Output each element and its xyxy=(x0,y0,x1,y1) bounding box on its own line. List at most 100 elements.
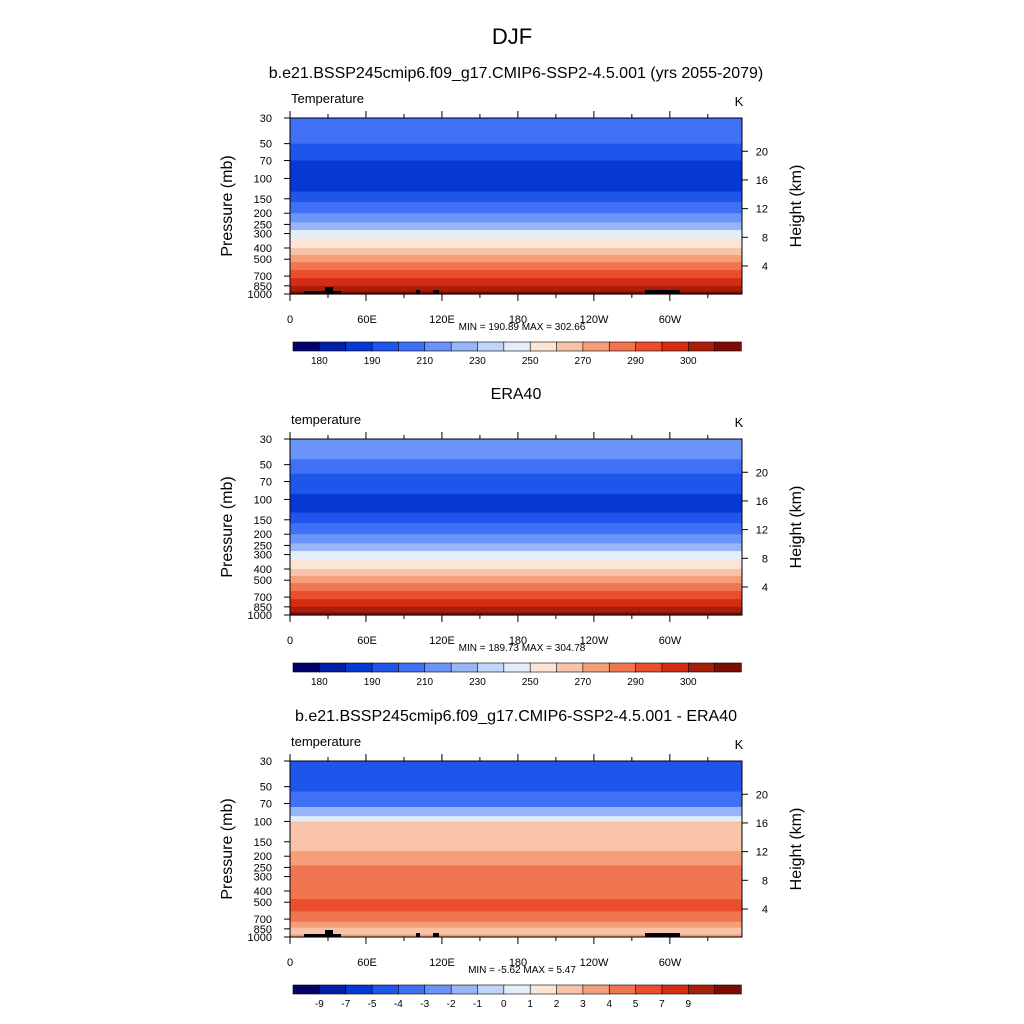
colorbar-swatch xyxy=(424,662,452,673)
pressure-tick-label: 850 xyxy=(254,924,272,936)
colorbar-label: 290 xyxy=(627,356,644,367)
field-label: temperature xyxy=(291,734,361,749)
colorbar-label: 0 xyxy=(501,999,507,1010)
contour-band xyxy=(290,202,742,214)
colorbar-swatch xyxy=(661,984,689,995)
colorbar-swatch xyxy=(714,341,742,352)
colorbar-label: 5 xyxy=(633,999,639,1010)
pressure-tick-label: 70 xyxy=(260,477,272,489)
plot-frame xyxy=(289,117,743,295)
topography xyxy=(416,933,420,937)
contour-band xyxy=(290,222,742,231)
pressure-tick-label: 70 xyxy=(260,156,272,168)
lon-tick-label: 0 xyxy=(287,635,293,647)
height-tick-label: 4 xyxy=(762,261,768,273)
height-tick-label: 16 xyxy=(756,496,768,508)
colorbar-swatch xyxy=(477,984,505,995)
colorbar-swatch xyxy=(398,341,426,352)
colorbar-swatch xyxy=(635,984,663,995)
contour-band xyxy=(290,911,742,923)
pressure-tick-label: 250 xyxy=(254,862,272,874)
topography xyxy=(645,290,680,294)
y2-axis-title: Height (km) xyxy=(788,165,805,248)
colorbar: 180 190 210 230 250 270 290 300 xyxy=(292,662,742,688)
contour-band xyxy=(290,459,742,475)
lon-tick-label: 120W xyxy=(580,957,609,969)
contour-band xyxy=(290,591,742,600)
colorbar-swatch xyxy=(424,341,452,352)
panel-3: b.e21.BSSP245cmip6.f09_g17.CMIP6-SSP2-4.… xyxy=(219,708,805,1010)
plot-frame xyxy=(289,760,743,938)
contour-band xyxy=(290,291,742,295)
colorbar-swatch xyxy=(371,662,400,673)
contour-band xyxy=(290,160,742,180)
contour-band xyxy=(290,523,742,535)
pressure-tick-label: 700 xyxy=(254,914,272,926)
topography xyxy=(645,933,680,937)
contour-band xyxy=(290,921,742,929)
colorbar-label: 9 xyxy=(686,999,692,1010)
contour-band xyxy=(290,118,742,145)
pressure-tick-label: 250 xyxy=(254,540,272,552)
pressure-tick-label: 500 xyxy=(254,897,272,909)
colorbar-label: 250 xyxy=(522,677,539,688)
colorbar-swatch xyxy=(529,984,558,995)
height-tick-label: 16 xyxy=(756,818,768,830)
lon-tick-label: 60W xyxy=(659,635,682,647)
contour-band xyxy=(290,865,742,900)
colorbar-label: 180 xyxy=(311,356,328,367)
contour-band xyxy=(290,599,742,608)
pressure-tick-label: 400 xyxy=(254,886,272,898)
colorbar-swatch xyxy=(687,341,716,352)
colorbar-label: -1 xyxy=(473,999,482,1010)
lon-tick-label: 120E xyxy=(429,957,455,969)
colorbar-swatch xyxy=(529,341,558,352)
topography xyxy=(433,290,439,294)
height-tick-label: 12 xyxy=(756,847,768,859)
contour-band xyxy=(290,606,742,614)
colorbar-swatch xyxy=(556,662,584,673)
height-tick-label: 12 xyxy=(756,525,768,537)
pressure-tick-label: 200 xyxy=(254,529,272,541)
height-tick-label: 20 xyxy=(756,146,768,158)
colorbar-swatch xyxy=(477,341,505,352)
colorbar-label: 3 xyxy=(580,999,586,1010)
topography xyxy=(325,287,333,294)
pressure-tick-label: 200 xyxy=(254,851,272,863)
height-tick-label: 16 xyxy=(756,175,768,187)
contour-band xyxy=(290,230,742,239)
colorbar-swatch xyxy=(450,341,479,352)
colorbar-label: -7 xyxy=(341,999,350,1010)
colorbar-swatch xyxy=(319,984,347,995)
contour-band xyxy=(290,934,742,938)
contour-band xyxy=(290,576,742,584)
stats-label: MIN = -5.62 MAX = 5.47 xyxy=(468,965,576,976)
colorbar-swatch xyxy=(450,984,479,995)
colorbar-swatch xyxy=(608,662,637,673)
contour-band xyxy=(290,806,742,817)
pressure-tick-label: 30 xyxy=(260,434,272,446)
colorbar-swatch xyxy=(292,662,321,673)
lon-tick-label: 180 xyxy=(509,957,527,969)
field-label: Temperature xyxy=(291,91,364,106)
height-tick-label: 4 xyxy=(762,904,768,916)
colorbar-swatch xyxy=(661,662,689,673)
contour-band xyxy=(290,262,742,271)
contour-band xyxy=(290,238,742,249)
pressure-tick-label: 70 xyxy=(260,799,272,811)
panel-title: b.e21.BSSP245cmip6.f09_g17.CMIP6-SSP2-4.… xyxy=(295,708,737,725)
colorbar-swatch xyxy=(398,984,426,995)
colorbar-label: 250 xyxy=(522,356,539,367)
contour-band xyxy=(290,583,742,592)
colorbar-swatch xyxy=(582,662,610,673)
units-label: K xyxy=(735,737,744,752)
colorbar-swatch xyxy=(503,341,531,352)
pressure-tick-label: 400 xyxy=(254,243,272,255)
colorbar-swatch xyxy=(477,662,505,673)
pressure-tick-label: 100 xyxy=(254,816,272,828)
pressure-tick-label: 50 xyxy=(260,782,272,794)
pressure-tick-label: 700 xyxy=(254,592,272,604)
colorbar-label: 4 xyxy=(606,999,612,1010)
colorbar-swatch xyxy=(503,984,531,995)
